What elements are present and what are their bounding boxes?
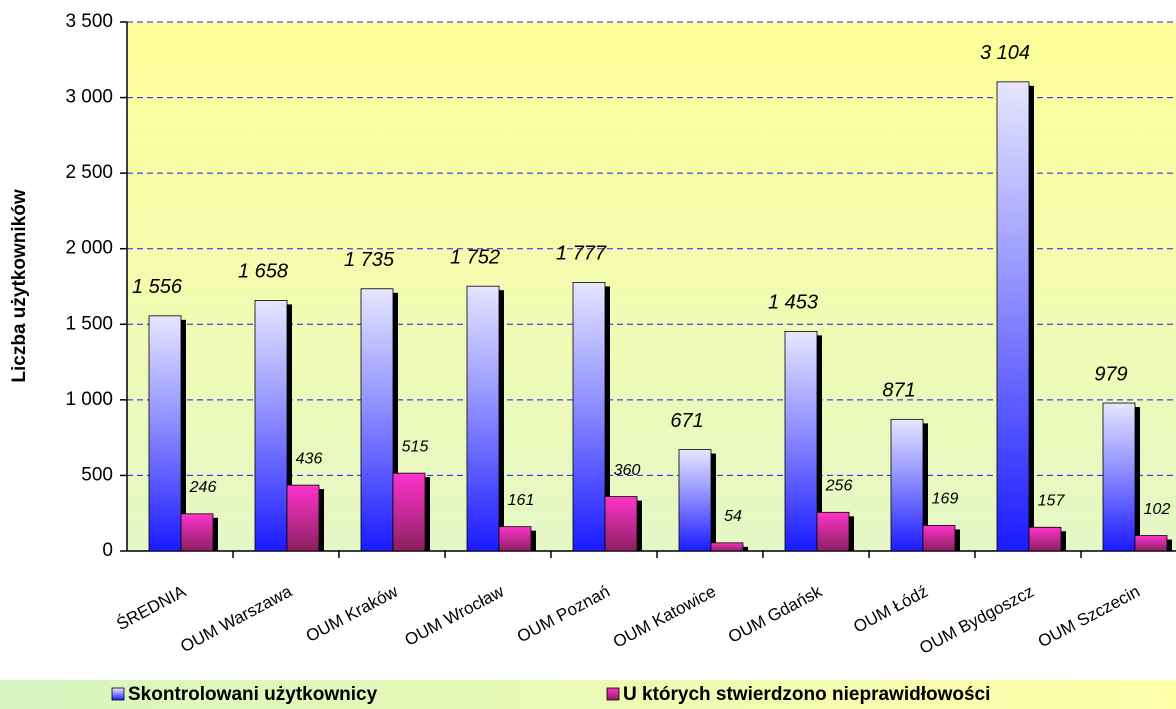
bar bbox=[922, 525, 956, 552]
x-tick-label: OUM Warszawa bbox=[177, 581, 295, 656]
x-tick-label: OUM Bydgoszcz bbox=[916, 582, 1037, 658]
bar bbox=[784, 330, 818, 552]
x-tick-label: OUM Katowice bbox=[610, 582, 719, 652]
bar bbox=[180, 513, 214, 552]
y-tick-label: 0 bbox=[102, 540, 113, 561]
bar bbox=[572, 282, 606, 552]
bar bbox=[604, 496, 638, 552]
bar bbox=[816, 511, 850, 552]
bar bbox=[254, 300, 288, 552]
data-label: 157 bbox=[1038, 492, 1066, 509]
bar bbox=[996, 81, 1030, 552]
bar bbox=[1028, 526, 1062, 552]
legend-marker bbox=[606, 687, 620, 701]
data-label: 360 bbox=[614, 462, 641, 479]
y-tick-label: 1 000 bbox=[65, 389, 113, 410]
data-label: 3 104 bbox=[980, 42, 1030, 64]
y-tick-label: 2 500 bbox=[65, 162, 113, 183]
x-tick-label: OUM Szczecin bbox=[1035, 582, 1143, 652]
legend-label: Skontrolowani użytkownicy bbox=[128, 684, 378, 705]
data-label: 102 bbox=[1144, 501, 1171, 518]
bar bbox=[498, 526, 532, 552]
x-tick-label: OUM Wrocław bbox=[402, 581, 508, 649]
data-label: 161 bbox=[508, 492, 535, 509]
data-label: 436 bbox=[296, 450, 323, 467]
legend-band bbox=[0, 680, 1176, 709]
bar bbox=[148, 315, 182, 552]
data-label: 979 bbox=[1094, 363, 1127, 385]
bar bbox=[286, 484, 320, 552]
legend-label: U których stwierdzono nieprawidłowości bbox=[623, 684, 990, 705]
bar bbox=[466, 285, 500, 552]
data-label: 246 bbox=[189, 479, 217, 496]
x-tick-label: ŚREDNIA bbox=[113, 581, 189, 634]
data-label: 871 bbox=[882, 380, 915, 402]
data-label: 1 777 bbox=[556, 243, 607, 265]
x-tick-label: OUM Kraków bbox=[303, 581, 402, 646]
data-label: 1 752 bbox=[450, 246, 500, 268]
data-label: 169 bbox=[932, 491, 959, 508]
y-axis-title: Liczba użytkowników bbox=[9, 189, 30, 382]
data-label: 1 658 bbox=[238, 261, 288, 283]
y-tick-label: 500 bbox=[81, 464, 113, 485]
x-tick-label: OUM Poznań bbox=[514, 582, 613, 647]
data-label: 671 bbox=[670, 410, 703, 432]
x-tick-label: OUM Gdańsk bbox=[725, 581, 825, 646]
data-label: 256 bbox=[825, 478, 853, 495]
data-label: 1 556 bbox=[132, 276, 183, 298]
data-label: 1 735 bbox=[344, 249, 395, 271]
y-tick-label: 2 000 bbox=[65, 238, 113, 259]
bar bbox=[1134, 535, 1168, 552]
y-tick-label: 3 000 bbox=[65, 87, 113, 108]
bar bbox=[392, 472, 426, 552]
bar bbox=[710, 542, 744, 552]
bar bbox=[360, 288, 394, 552]
y-tick-label: 1 500 bbox=[65, 313, 113, 334]
data-label: 54 bbox=[724, 508, 742, 525]
data-label: 515 bbox=[402, 438, 429, 455]
x-tick-label: OUM Łódź bbox=[850, 582, 931, 637]
bar bbox=[1102, 402, 1136, 552]
bar bbox=[678, 449, 712, 552]
y-tick-label: 3 500 bbox=[65, 11, 113, 32]
data-label: 1 453 bbox=[768, 292, 818, 314]
legend-marker bbox=[111, 687, 125, 701]
bar bbox=[890, 418, 924, 552]
